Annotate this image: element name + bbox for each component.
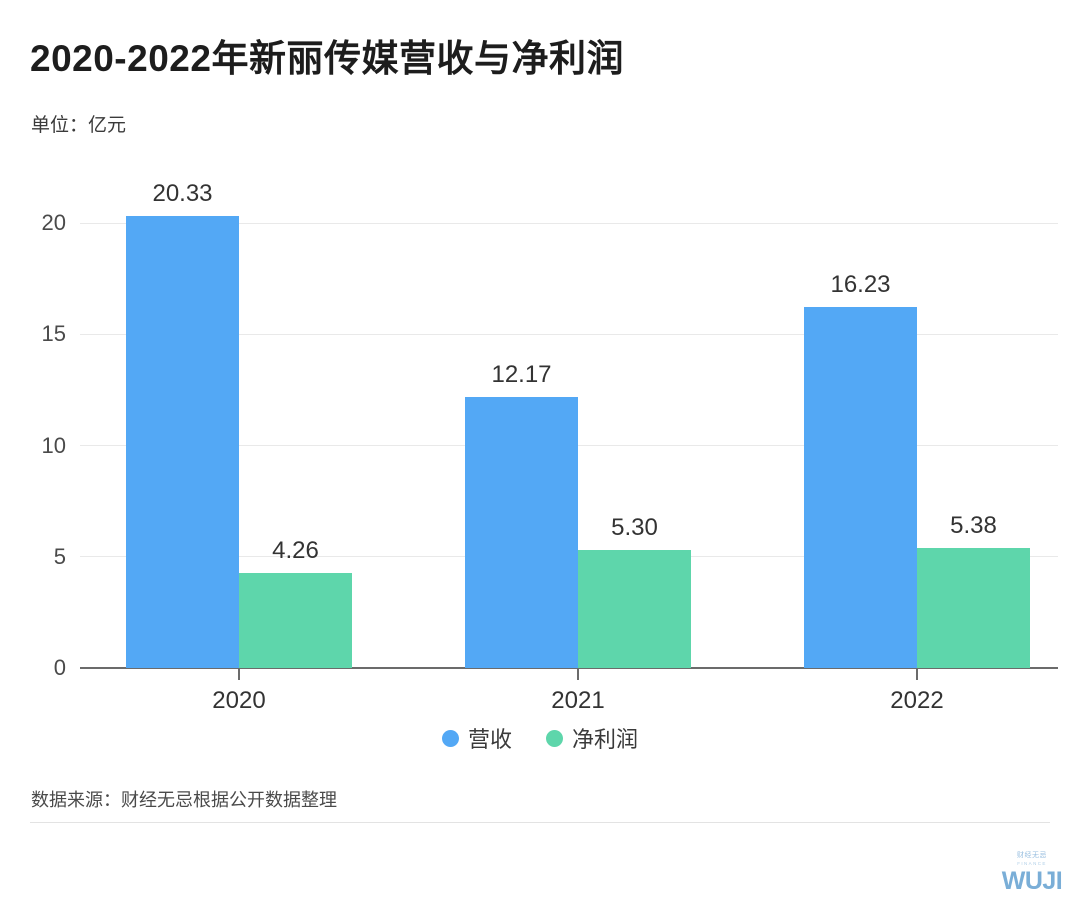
page-title: 2020-2022年新丽传媒营收与净利润	[30, 38, 624, 79]
bar-营收-2021[interactable]	[465, 397, 578, 668]
bar-净利润-2022[interactable]	[917, 548, 1030, 668]
legend-swatch-revenue-icon	[441, 729, 459, 747]
x-axis-label-2022: 2022	[890, 687, 944, 714]
chart-unit-subtitle: 单位：亿元	[31, 115, 127, 136]
bar-净利润-2021[interactable]	[578, 550, 691, 668]
x-axis-line	[80, 667, 1058, 669]
bar-value-label: 5.30	[611, 514, 658, 542]
y-gridline	[80, 333, 1058, 335]
x-axis-tick-mark	[238, 669, 240, 680]
y-axis-tick-label: 20	[41, 210, 66, 235]
y-axis-tick-label: 5	[53, 543, 66, 569]
bar-value-label: 16.23	[830, 270, 891, 298]
chart-legend: 营收 净利润	[0, 722, 1080, 754]
x-axis-label-2020: 2020	[212, 687, 266, 714]
y-axis-tick-label: 0	[53, 655, 66, 680]
data-source-note: 数据来源：财经无忌根据公开数据整理	[31, 790, 337, 810]
y-axis-tick-label: 15	[41, 321, 66, 347]
bar-净利润-2020[interactable]	[239, 573, 352, 668]
legend-item-profit[interactable]: 净利润	[546, 722, 638, 754]
y-axis-tick-label: 10	[41, 432, 66, 458]
bar-营收-2020[interactable]	[126, 215, 239, 668]
bar-value-label: 20.33	[152, 179, 213, 207]
bar-value-label: 4.26	[272, 537, 319, 565]
legend-item-revenue[interactable]: 营收	[441, 722, 512, 754]
legend-label-revenue: 营收	[467, 727, 512, 752]
watermark-en-text: FINANCE	[1017, 861, 1047, 866]
watermark-wordmark: WUJI	[1001, 867, 1063, 895]
y-gridline	[80, 222, 1058, 224]
bar-value-label: 5.38	[950, 512, 997, 540]
legend-swatch-profit-icon	[546, 729, 563, 747]
x-axis-tick-mark	[916, 669, 918, 680]
legend-label-profit: 净利润	[572, 727, 639, 752]
x-axis-label-2021: 2021	[551, 687, 605, 714]
plot-area: 0 5 10 15 20 20.33 4.26 2020 12.17 5.30 2021 16.23 5…	[41, 179, 1058, 714]
bar-value-label: 12.17	[491, 361, 552, 389]
bar-营收-2022[interactable]	[804, 306, 917, 668]
watermark-cn-text: 财经无忌	[1017, 852, 1047, 859]
watermark-logo: 财经无忌 FINANCE WUJI	[1001, 851, 1063, 901]
x-axis-tick-mark	[577, 669, 579, 680]
footer-divider	[30, 822, 1050, 823]
